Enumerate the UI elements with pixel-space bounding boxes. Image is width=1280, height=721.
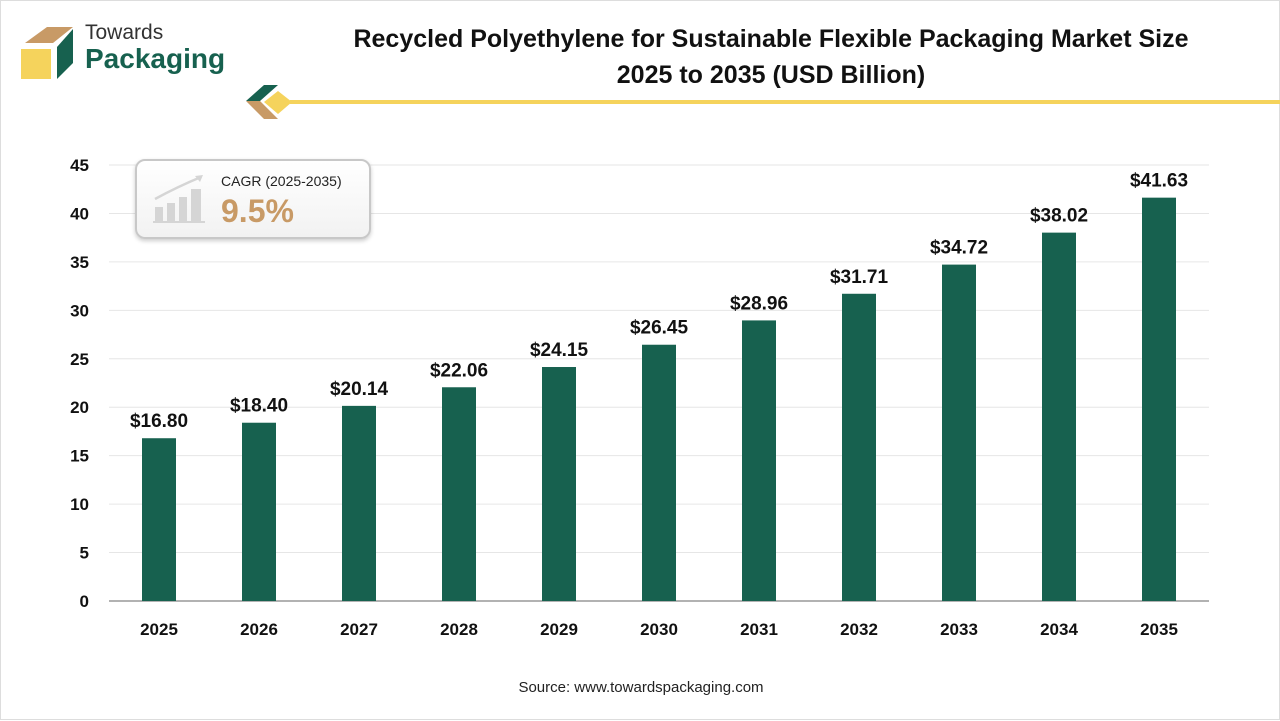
data-label: $31.71 xyxy=(830,267,889,288)
x-tick-label: 2031 xyxy=(740,620,778,639)
y-tick-label: 0 xyxy=(80,592,89,611)
logo-icon xyxy=(21,27,73,79)
bar-2025 xyxy=(142,438,176,601)
y-tick-label: 30 xyxy=(70,301,89,320)
title-line-2: 2025 to 2035 (USD Billion) xyxy=(616,61,926,89)
data-label: $38.02 xyxy=(1030,206,1088,227)
data-label: $22.06 xyxy=(430,360,488,381)
bar-2033 xyxy=(942,264,976,601)
x-tick-label: 2028 xyxy=(440,620,478,639)
y-tick-label: 45 xyxy=(70,156,89,175)
bar-2028 xyxy=(442,387,476,601)
bar-2032 xyxy=(842,293,876,601)
x-tick-label: 2027 xyxy=(340,620,378,639)
title-divider-decoration xyxy=(246,85,1280,119)
cagr-value: 9.5% xyxy=(221,193,294,229)
y-tick-label: 10 xyxy=(70,495,89,514)
y-tick-label: 15 xyxy=(70,447,89,466)
bar-2031 xyxy=(742,320,776,601)
x-tick-label: 2029 xyxy=(540,620,578,639)
bar-2027 xyxy=(342,405,376,601)
data-label: $41.63 xyxy=(1130,171,1188,192)
source-note: Source: www.towardspackaging.com xyxy=(518,679,764,696)
x-tick-label: 2026 xyxy=(240,620,278,639)
chart-title: Recycled Polyethylene for Sustainable Fl… xyxy=(301,21,1241,93)
x-tick-label: 2032 xyxy=(840,620,878,639)
x-tick-label: 2030 xyxy=(640,620,678,639)
cagr-box: CAGR (2025-2035) 9.5% xyxy=(135,159,371,239)
data-label: $16.80 xyxy=(130,411,188,432)
bar-2029 xyxy=(542,367,576,601)
bar-2030 xyxy=(642,344,676,601)
logo-text-towards: Towards xyxy=(85,21,164,44)
bar-2026 xyxy=(242,422,276,601)
bar-2034 xyxy=(1042,232,1076,601)
data-label: $28.96 xyxy=(730,293,788,314)
data-label: $20.14 xyxy=(330,379,389,400)
x-tick-label: 2035 xyxy=(1140,620,1178,639)
x-tick-label: 2025 xyxy=(140,620,178,639)
bar-2035 xyxy=(1142,197,1176,601)
x-tick-label: 2033 xyxy=(940,620,978,639)
y-tick-label: 5 xyxy=(80,544,89,563)
data-label: $34.72 xyxy=(930,238,988,259)
x-tick-label: 2034 xyxy=(1040,620,1078,639)
y-tick-label: 40 xyxy=(70,204,89,223)
y-tick-label: 25 xyxy=(70,350,89,369)
y-tick-label: 20 xyxy=(70,398,89,417)
data-label: $26.45 xyxy=(630,318,689,339)
data-label: $24.15 xyxy=(530,340,589,361)
growth-chart-icon xyxy=(153,175,205,223)
cagr-label: CAGR (2025-2035) xyxy=(221,173,342,189)
data-label: $18.40 xyxy=(230,396,288,417)
title-line-1: Recycled Polyethylene for Sustainable Fl… xyxy=(353,25,1189,53)
y-tick-label: 35 xyxy=(70,253,89,272)
logo-text-packaging: Packaging xyxy=(85,43,226,74)
